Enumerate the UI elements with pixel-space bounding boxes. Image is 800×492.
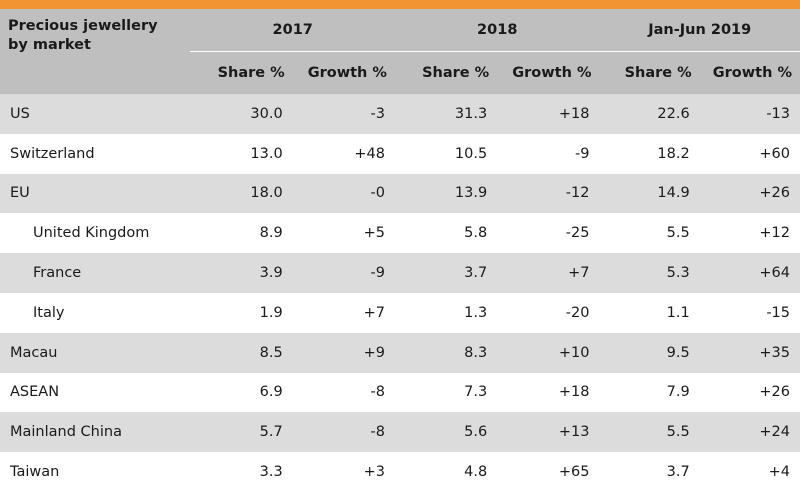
jewellery-market-table: Precious jewellery by market 2017 2018 J… [0,9,800,492]
period-header-2019: Jan-Jun 2019 [599,9,800,52]
col-share-2017: Share % [190,51,293,94]
market-name: Mainland China [0,412,191,453]
cell-growth-2019: -13 [699,94,800,134]
market-name: Switzerland [0,133,191,174]
header-row-periods: Precious jewellery by market 2017 2018 J… [0,9,800,94]
cell-share-2017: 3.9 [190,253,293,293]
market-name: US [0,94,191,134]
cell-growth-2018: -12 [497,173,600,214]
cell-share-2019: 14.9 [599,173,700,214]
cell-share-2019: 3.7 [599,452,700,492]
col-growth-2017: Growth % [292,51,395,94]
cell-share-2019: 5.5 [599,412,700,453]
cell-growth-2019: -15 [699,292,800,333]
table-title-line2: by market [8,37,91,53]
cell-share-2017: 1.9 [190,292,293,333]
accent-bar [0,0,800,9]
market-name: United Kingdom [0,213,191,254]
cell-growth-2019: +35 [699,332,800,373]
cell-share-2019: 5.5 [599,213,700,254]
market-name: EU [0,173,191,214]
table-row: Mainland China 5.7 -8 5.6 +13 5.5 +24 [0,412,800,453]
cell-share-2019: 1.1 [599,292,700,333]
cell-share-2017: 8.9 [190,213,293,254]
cell-share-2018: 4.8 [394,452,498,492]
cell-growth-2017: +3 [292,452,395,492]
table-body: US 30.0 -3 31.3 +18 22.6 -13 Switzerland 13.0 +48… [0,94,800,492]
cell-growth-2017: +5 [292,213,395,254]
cell-growth-2019: +26 [699,372,800,413]
cell-growth-2018: +65 [497,452,600,492]
cell-growth-2017: +48 [292,133,395,174]
cell-share-2018: 8.3 [394,332,498,373]
cell-growth-2018: +18 [497,372,600,413]
market-name: Italy [0,292,191,333]
cell-share-2017: 30.0 [190,94,293,134]
cell-growth-2018: -20 [497,292,600,333]
cell-growth-2017: -8 [292,372,395,413]
cell-growth-2017: -8 [292,412,395,453]
cell-share-2018: 1.3 [394,292,498,333]
cell-growth-2019: +60 [699,133,800,174]
cell-growth-2018: +13 [497,412,600,453]
market-name: ASEAN [0,372,191,413]
cell-share-2019: 9.5 [599,332,700,373]
table-row: Taiwan 3.3 +3 4.8 +65 3.7 +4 [0,452,800,492]
cell-share-2019: 18.2 [599,133,700,174]
cell-growth-2019: +4 [699,452,800,492]
cell-growth-2018: +7 [497,253,600,293]
cell-growth-2017: +7 [292,292,395,333]
col-share-2018: Share % [394,51,498,94]
cell-growth-2019: +12 [699,213,800,254]
cell-growth-2018: +10 [497,332,600,373]
cell-share-2017: 6.9 [190,372,293,413]
cell-share-2018: 3.7 [394,253,498,293]
period-header-2017: 2017 [190,9,395,52]
cell-share-2018: 5.6 [394,412,498,453]
cell-share-2018: 7.3 [394,372,498,413]
table-row: United Kingdom 8.9 +5 5.8 -25 5.5 +12 [0,213,800,254]
cell-share-2018: 31.3 [394,94,498,134]
table-row: EU 18.0 -0 13.9 -12 14.9 +26 [0,173,800,214]
cell-growth-2018: -9 [497,133,600,174]
cell-share-2019: 22.6 [599,94,700,134]
table-title-line1: Precious jewellery [8,18,158,34]
col-growth-2019: Growth % [699,51,800,94]
cell-share-2017: 3.3 [190,452,293,492]
table-row: Switzerland 13.0 +48 10.5 -9 18.2 +60 [0,133,800,174]
cell-share-2017: 13.0 [190,133,293,174]
cell-growth-2017: -3 [292,94,395,134]
col-share-2019: Share % [599,51,700,94]
cell-share-2018: 5.8 [394,213,498,254]
cell-growth-2019: +24 [699,412,800,453]
table-row: ASEAN 6.9 -8 7.3 +18 7.9 +26 [0,372,800,413]
cell-growth-2017: -9 [292,253,395,293]
table-title: Precious jewellery by market [0,9,191,94]
market-name: Taiwan [0,452,191,492]
market-name: France [0,253,191,293]
cell-share-2019: 7.9 [599,372,700,413]
cell-growth-2017: -0 [292,173,395,214]
cell-growth-2019: +26 [699,173,800,214]
table-row: Italy 1.9 +7 1.3 -20 1.1 -15 [0,292,800,333]
cell-share-2018: 13.9 [394,173,498,214]
period-header-2018: 2018 [394,9,600,52]
table-row: US 30.0 -3 31.3 +18 22.6 -13 [0,94,800,134]
cell-growth-2017: +9 [292,332,395,373]
cell-share-2017: 8.5 [190,332,293,373]
cell-growth-2019: +64 [699,253,800,293]
col-growth-2018: Growth % [497,51,600,94]
cell-share-2017: 18.0 [190,173,293,214]
market-name: Macau [0,332,191,373]
cell-share-2017: 5.7 [190,412,293,453]
cell-growth-2018: +18 [497,94,600,134]
cell-share-2019: 5.3 [599,253,700,293]
cell-growth-2018: -25 [497,213,600,254]
table-row: France 3.9 -9 3.7 +7 5.3 +64 [0,253,800,293]
header-row-metrics: Share % Growth % Share % Growth % Share … [0,51,800,94]
cell-share-2018: 10.5 [394,133,498,174]
table-row: Macau 8.5 +9 8.3 +10 9.5 +35 [0,332,800,373]
